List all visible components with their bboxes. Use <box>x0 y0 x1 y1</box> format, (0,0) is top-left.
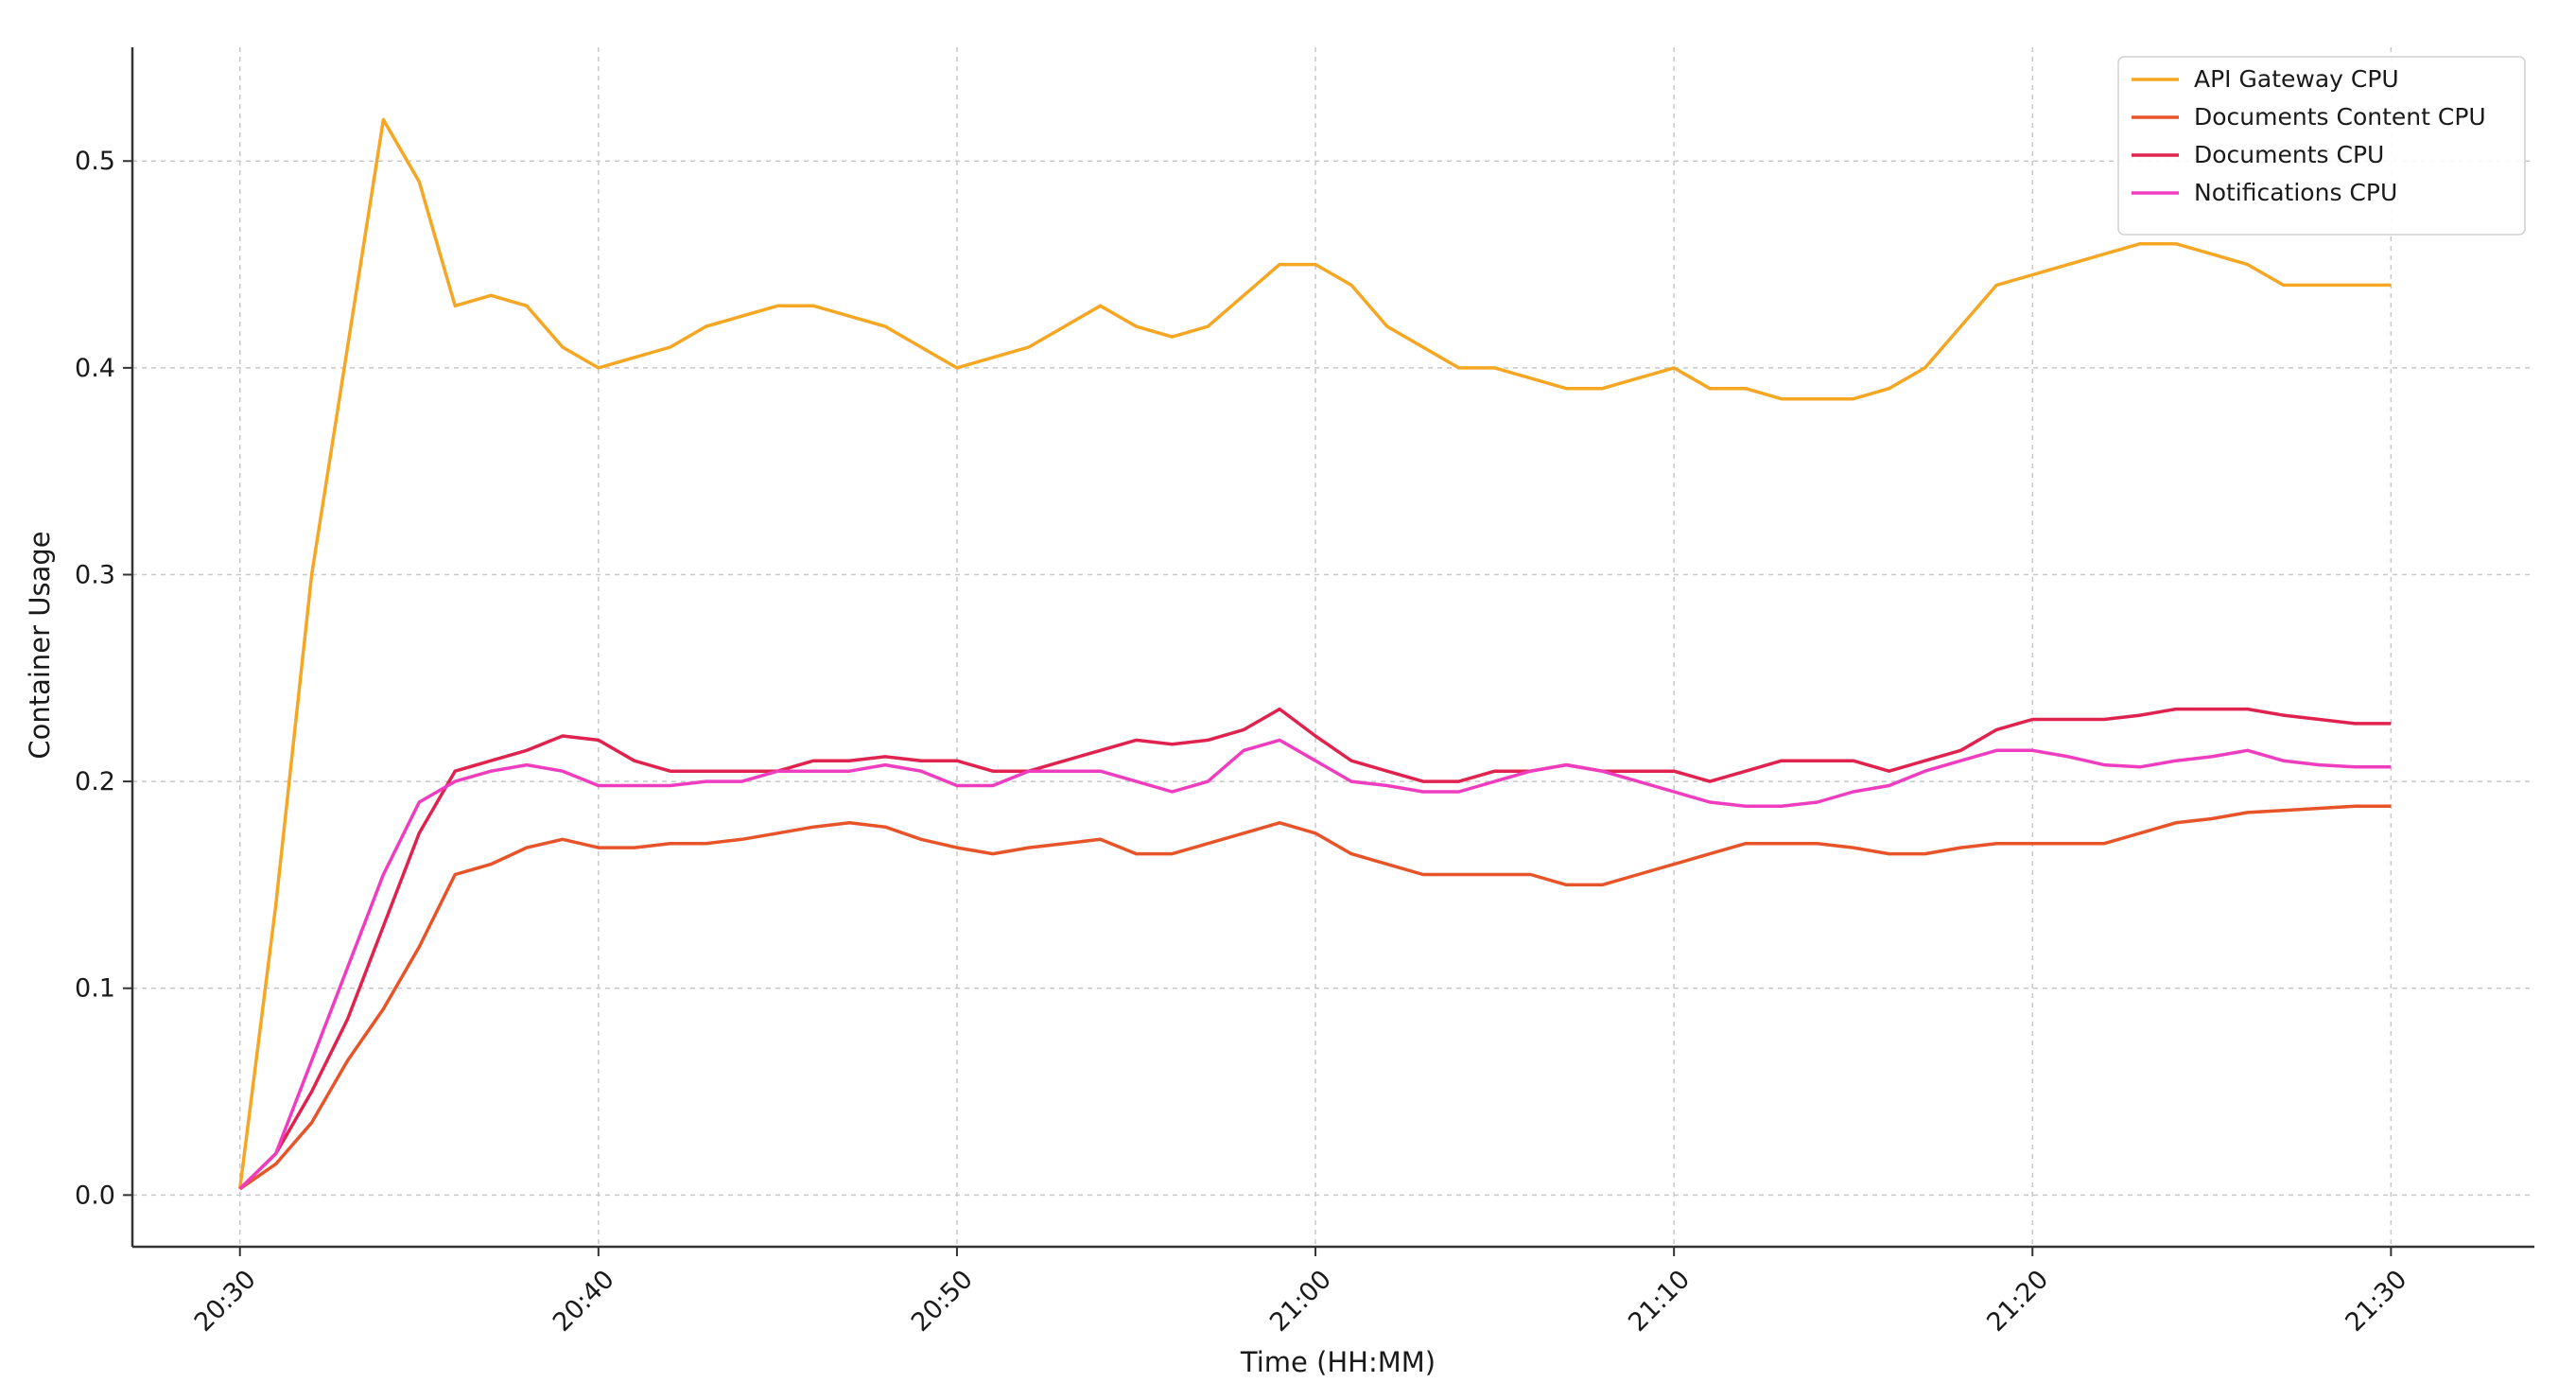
legend-label: Notifications CPU <box>2194 179 2397 206</box>
legend-label: API Gateway CPU <box>2194 65 2399 93</box>
grid-lines <box>132 47 2534 1247</box>
series-line-documents-content-cpu <box>238 804 2392 1191</box>
y-tick-label: 0.1 <box>75 974 115 1004</box>
legend-box <box>2117 56 2526 236</box>
y-axis-label: Container Usage <box>24 531 56 759</box>
series-line-notifications-cpu <box>238 738 2392 1191</box>
x-tick-label: 20:50 <box>906 1265 979 1338</box>
legend: API Gateway CPU Documents Content CPU Docu… <box>2117 56 2526 236</box>
x-tick-label: 21:10 <box>1623 1265 1696 1338</box>
x-tick-label: 21:20 <box>1981 1265 2054 1338</box>
series-lines <box>237 117 2392 1191</box>
y-tick-label: 0.2 <box>75 767 115 796</box>
series-line-api-gateway-cpu <box>237 117 2392 1190</box>
y-tick-label: 0.0 <box>75 1181 115 1210</box>
x-tick-label: 20:30 <box>189 1265 262 1338</box>
y-tick-label: 0.3 <box>75 560 115 589</box>
x-axis-ticks: 20:30 20:40 20:50 21:00 21:10 21:20 21:30 <box>189 1247 2412 1338</box>
axes-frame <box>131 47 2534 1249</box>
series-line-documents-cpu <box>238 707 2392 1191</box>
legend-label: Documents CPU <box>2194 141 2384 168</box>
y-tick-label: 0.4 <box>75 354 115 383</box>
x-tick-label: 21:00 <box>1264 1265 1337 1338</box>
y-tick-label: 0.5 <box>75 147 115 176</box>
x-tick-label: 20:40 <box>548 1265 620 1338</box>
y-axis-ticks: 0.0 0.1 0.2 0.3 0.4 0.5 <box>75 147 132 1210</box>
x-axis-label: Time (HH:MM) <box>1240 1346 1436 1378</box>
x-tick-label: 21:30 <box>2340 1265 2412 1338</box>
legend-label: Documents Content CPU <box>2194 103 2486 131</box>
